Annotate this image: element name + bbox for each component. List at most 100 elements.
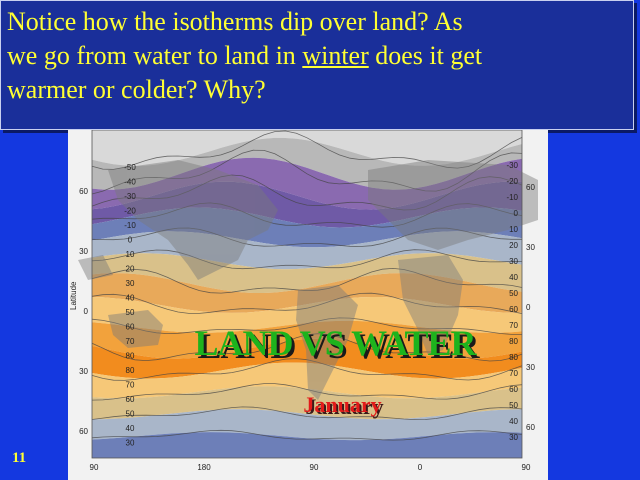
isotherm-value-label: 30 (126, 279, 135, 288)
isotherm-value-label: 0 (514, 209, 519, 218)
africa-shape (398, 255, 463, 355)
isotherm-value-label: -20 (506, 177, 518, 186)
longitude-labels-bottom: 90 180 90 0 90 (90, 463, 531, 472)
isotherm-value-label: 80 (509, 337, 518, 346)
isotherm-value-label: 10 (509, 225, 518, 234)
temperature-band (92, 386, 522, 420)
longitude-tick-label: 90 (310, 463, 319, 472)
question-line-2-end: does it get (368, 41, 483, 70)
latitude-tick-label: 0 (526, 303, 531, 312)
longitude-tick-label: 180 (197, 463, 211, 472)
isotherm-value-label: -40 (124, 178, 136, 187)
asia-islands-shape (78, 255, 113, 280)
europe-asia-shape (368, 160, 538, 250)
temperature-band (92, 137, 522, 190)
isotherm-line (91, 267, 523, 294)
isotherm-value-label: 50 (509, 401, 518, 410)
isotherm-value-label: 50 (126, 308, 135, 317)
continents (78, 160, 538, 400)
isotherm-line (91, 358, 523, 381)
temperature-band (92, 207, 522, 248)
temperature-band (92, 181, 522, 228)
isotherm-value-label: 50 (126, 410, 135, 419)
south-america-shape (296, 285, 358, 400)
isotherm-value-label: 50 (509, 289, 518, 298)
temperature-band (92, 338, 522, 379)
longitude-tick-label: 90 (90, 463, 99, 472)
isotherm-value-label: 80 (126, 366, 135, 375)
latitude-labels-right: 60 30 0 30 60 (526, 183, 535, 432)
latitude-labels-left: 60 30 0 30 60 (79, 187, 88, 436)
isotherm-value-label: 30 (509, 433, 518, 442)
longitude-tick-label: 90 (522, 463, 531, 472)
isotherm-value-label: 40 (126, 424, 135, 433)
month-label: January (303, 392, 382, 417)
isotherm-labels-right: -30 -20 -10 0 10 20 30 40 50 60 70 80 80 70 60 50 40 30 (506, 161, 518, 442)
isotherm-value-label: 70 (126, 337, 135, 346)
latitude-tick-label: 60 (79, 187, 88, 196)
question-line-2-start: we go from water to land in (7, 41, 303, 70)
isotherm-line (91, 249, 523, 270)
isotherm-value-label: 40 (126, 294, 135, 303)
isotherm-line (91, 317, 522, 335)
latitude-tick-label: 30 (79, 367, 88, 376)
isotherm-line (91, 292, 523, 314)
latitude-tick-label: 30 (526, 243, 535, 252)
isotherm-value-label: 30 (126, 439, 135, 448)
latitude-tick-label: 30 (526, 363, 535, 372)
isotherm-value-label: 60 (126, 395, 135, 404)
land-vs-water-title: LAND VS WATER (194, 323, 476, 363)
isotherm-value-label: -10 (124, 221, 136, 230)
isotherm-value-label: 60 (126, 323, 135, 332)
temperature-band (92, 320, 522, 359)
isotherm-labels-left: -50 -40 -30 -20 -10 0 10 20 30 40 50 60 70 80 80 70 60 50… (124, 163, 136, 448)
isotherm-value-label: 70 (126, 381, 135, 390)
isotherm-map: 60 30 0 30 60 60 30 0 30 60 90 180 90 0 90 -30 -20 -10… (68, 130, 548, 480)
isotherm-value-label: 60 (509, 385, 518, 394)
isotherm-line (91, 202, 523, 228)
latitude-tick-label: 60 (79, 427, 88, 436)
isotherm-value-label: -30 (506, 161, 518, 170)
australia-shape (108, 310, 163, 348)
temperature-band (92, 297, 522, 333)
isotherm-value-label: -10 (506, 193, 518, 202)
isotherm-line (91, 130, 523, 170)
temperature-band (92, 157, 522, 210)
isotherm-line (91, 149, 523, 195)
question-winter-word: winter (302, 41, 369, 70)
isotherm-value-label: 20 (509, 241, 518, 250)
map-border (91, 130, 523, 459)
isotherm-value-label: -30 (124, 192, 136, 201)
isotherm-value-label: 10 (126, 250, 135, 259)
north-america-shape (108, 160, 278, 280)
temperature-band (92, 231, 522, 270)
latitude-tick-label: 60 (526, 183, 535, 192)
isotherm-line (91, 383, 523, 401)
latitude-axis-title: Latitude (69, 281, 78, 310)
isotherm-lines (91, 130, 523, 441)
question-line-3: warmer or colder? Why? (7, 75, 266, 104)
isotherm-value-label: 70 (509, 369, 518, 378)
isotherm-value-label: -20 (124, 207, 136, 216)
slide-number: 11 (12, 450, 27, 466)
isotherm-line (91, 174, 523, 211)
isotherm-line (91, 406, 523, 421)
temperature-band (92, 362, 522, 399)
temperature-band (92, 253, 522, 293)
question-text: Notice how the isotherms dip over land? … (7, 5, 631, 107)
isotherm-value-label: 70 (509, 321, 518, 330)
longitude-tick-label: 0 (418, 463, 423, 472)
temperature-band (92, 273, 522, 313)
isotherm-value-label: 60 (509, 305, 518, 314)
temperature-band (92, 409, 522, 441)
isotherm-value-label: 40 (509, 273, 518, 282)
isotherm-line (91, 227, 522, 247)
temperature-bands (92, 130, 522, 458)
question-box: Notice how the isotherms dip over land? … (0, 0, 634, 130)
isotherm-value-label: 80 (126, 352, 135, 361)
isotherm-value-label: -50 (124, 163, 136, 172)
latitude-tick-label: 30 (79, 247, 88, 256)
isotherm-value-label: 80 (509, 353, 518, 362)
isotherm-value-label: 30 (509, 257, 518, 266)
isotherm-line (91, 333, 523, 362)
